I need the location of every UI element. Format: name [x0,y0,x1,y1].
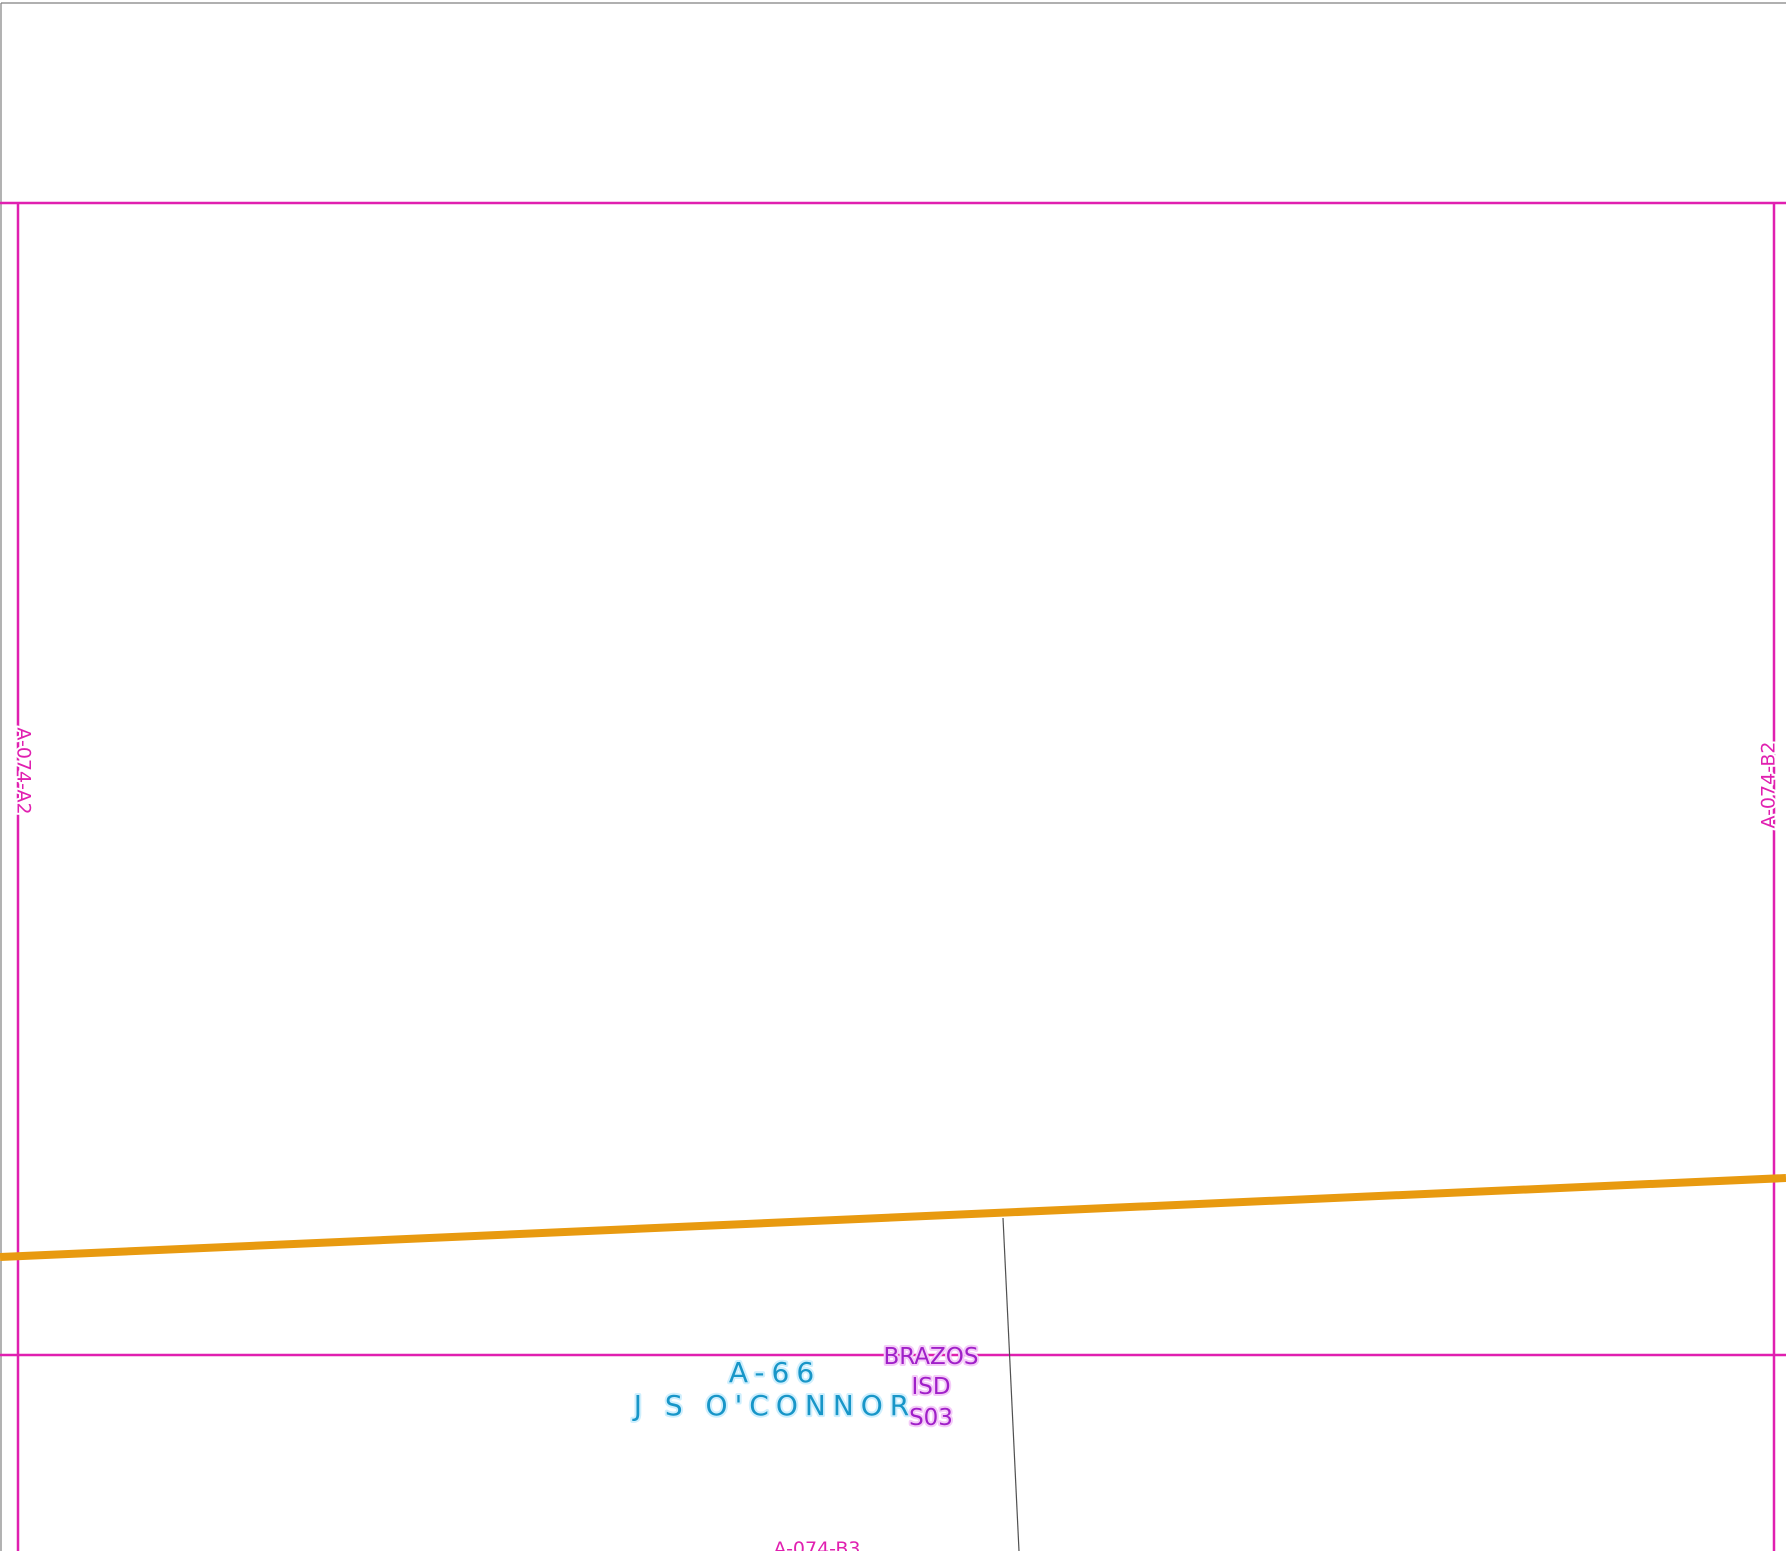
parcel-boundary-line[interactable] [1002,1217,1020,1551]
grid-label-left: A-074-A2 [13,727,35,814]
abstract-number-label: A-66 [729,1356,821,1389]
school-district-line1: BRAZOS [883,1344,978,1370]
school-district-line3: S03 [909,1405,953,1431]
grid-label-bottom: A-074-B3 [773,1538,860,1551]
grid-label-right: A-074-B2 [1758,741,1780,828]
school-district-line2: ISD [911,1374,950,1400]
abstract-name-label: J S O'CONNOR [632,1389,917,1422]
road-line[interactable] [0,1174,1786,1261]
